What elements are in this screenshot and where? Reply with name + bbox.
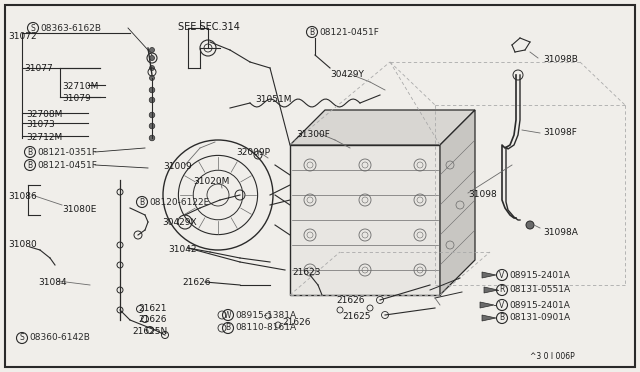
Circle shape [149,135,155,141]
Text: 08121-0451F: 08121-0451F [37,160,97,170]
Text: 32009P: 32009P [236,148,270,157]
Text: 31098: 31098 [468,190,497,199]
Circle shape [149,112,155,118]
Text: 32708M: 32708M [26,110,62,119]
Text: 08120-6122E: 08120-6122E [149,198,209,206]
Text: S: S [31,23,35,32]
Text: 21621: 21621 [138,304,166,313]
Text: B: B [28,148,33,157]
Circle shape [149,123,155,129]
Polygon shape [482,315,496,321]
Text: B: B [499,314,504,323]
Text: 21625: 21625 [342,312,371,321]
Text: SEE SEC.314: SEE SEC.314 [178,22,240,32]
Text: 32712M: 32712M [26,133,62,142]
Text: 21626: 21626 [182,278,211,287]
Text: 08363-6162B: 08363-6162B [40,23,101,32]
Polygon shape [484,287,498,293]
Text: B: B [309,28,315,36]
Text: 08110-8161A: 08110-8161A [235,324,296,333]
Text: B: B [225,324,230,333]
Text: 31300F: 31300F [296,130,330,139]
Text: 21626: 21626 [138,315,166,324]
Text: 21626: 21626 [282,318,310,327]
Circle shape [150,48,154,52]
Text: 31098B: 31098B [543,55,578,64]
Text: 31098A: 31098A [543,228,578,237]
Text: 21625N: 21625N [132,327,167,336]
Text: W: W [224,311,232,320]
Text: 08915-2401A: 08915-2401A [509,301,570,310]
Text: 31020M: 31020M [193,177,229,186]
Text: 08131-0901A: 08131-0901A [509,314,570,323]
Text: 31079: 31079 [62,94,91,103]
Text: 31080E: 31080E [62,205,97,214]
Text: 31051M: 31051M [255,95,291,104]
Text: 08131-0551A: 08131-0551A [509,285,570,295]
Text: 31073: 31073 [26,120,55,129]
Text: B: B [140,198,145,206]
Text: B: B [28,160,33,170]
Text: 32710M: 32710M [62,82,99,91]
Text: V: V [499,270,504,279]
Text: 08915-1381A: 08915-1381A [235,311,296,320]
Text: 31098F: 31098F [543,128,577,137]
Text: 31009: 31009 [163,162,192,171]
Circle shape [526,221,534,229]
Text: 21623: 21623 [292,268,321,277]
Polygon shape [440,110,475,295]
Text: 31042: 31042 [168,245,196,254]
Text: 30429X: 30429X [162,218,196,227]
Text: 31086: 31086 [8,192,36,201]
Polygon shape [290,110,475,145]
Text: V: V [499,301,504,310]
Text: 31080: 31080 [8,240,36,249]
Text: 21626: 21626 [336,296,365,305]
Circle shape [149,87,155,93]
Text: S: S [20,334,24,343]
Text: 31084: 31084 [38,278,67,287]
Circle shape [150,76,154,80]
Circle shape [150,65,154,71]
Text: 08121-0351F: 08121-0351F [37,148,97,157]
Text: 31077: 31077 [24,64,52,73]
Text: R: R [499,285,505,295]
Circle shape [149,97,155,103]
Polygon shape [482,272,496,278]
Text: 08121-0451F: 08121-0451F [319,28,379,36]
Text: 31072: 31072 [8,32,36,41]
Polygon shape [480,302,494,308]
Text: 08915-2401A: 08915-2401A [509,270,570,279]
Bar [290,145,440,295]
Circle shape [150,55,154,61]
Text: 08360-6142B: 08360-6142B [29,334,90,343]
Text: ^3 0 I 006P: ^3 0 I 006P [530,352,575,361]
Text: 30429Y: 30429Y [330,70,364,79]
